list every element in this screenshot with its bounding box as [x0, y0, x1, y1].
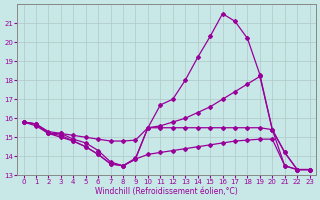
X-axis label: Windchill (Refroidissement éolien,°C): Windchill (Refroidissement éolien,°C): [95, 187, 238, 196]
